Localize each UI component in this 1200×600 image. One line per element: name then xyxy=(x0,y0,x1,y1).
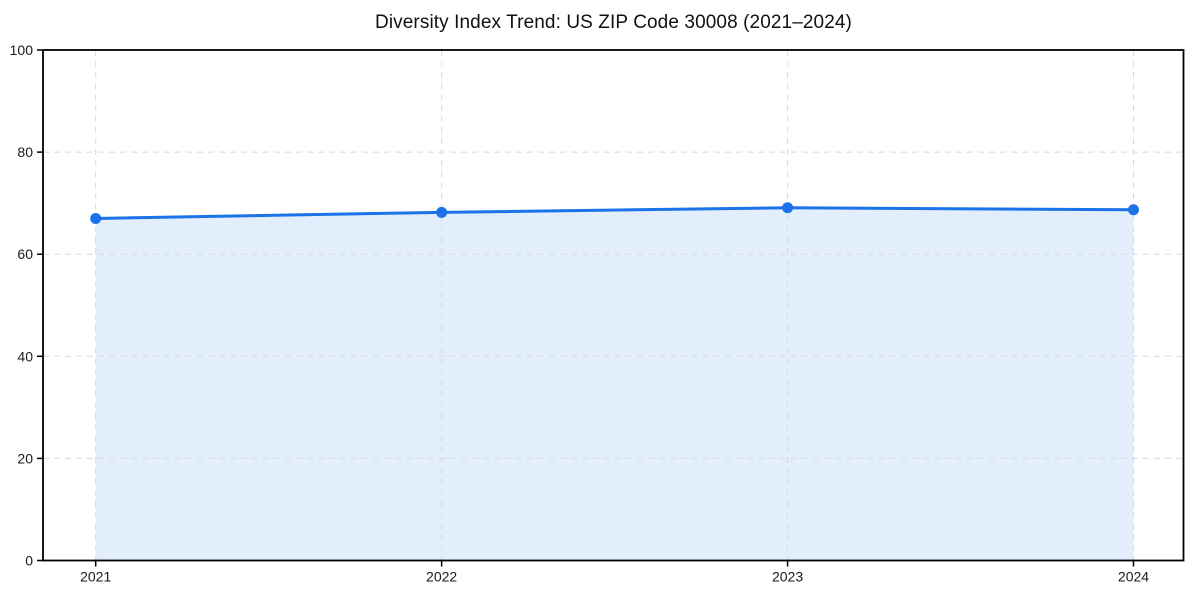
x-tick-label: 2024 xyxy=(1118,569,1149,585)
data-point xyxy=(90,212,102,224)
area-fill xyxy=(95,207,1134,561)
trend-line xyxy=(94,206,1135,220)
y-tick-label: 100 xyxy=(10,42,34,58)
y-tick-label: 20 xyxy=(17,450,33,466)
data-point xyxy=(436,206,448,218)
data-point xyxy=(782,202,794,214)
chart-title: Diversity Index Trend: US ZIP Code 30008… xyxy=(375,12,852,33)
x-tick-label: 2023 xyxy=(772,569,803,585)
x-tick-label: 2022 xyxy=(426,569,457,585)
y-tick-label: 80 xyxy=(17,144,33,160)
y-tick-label: 60 xyxy=(17,246,33,262)
data-point xyxy=(1128,204,1139,216)
x-tick-label: 2021 xyxy=(80,569,111,585)
plot-border xyxy=(42,49,1185,562)
y-tick-label: 40 xyxy=(17,348,33,364)
y-tick-label: 0 xyxy=(25,553,33,569)
